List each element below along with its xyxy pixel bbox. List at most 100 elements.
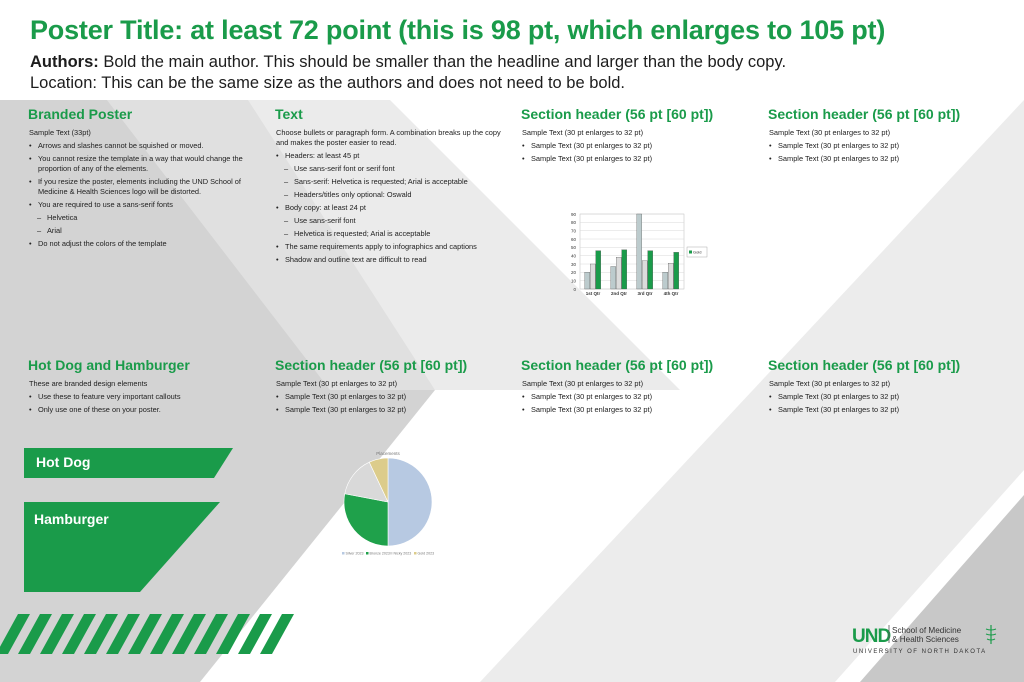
section-text: Text Choose bullets or paragraph form. A… bbox=[275, 106, 507, 268]
x-tick-label: 2nd Qtr bbox=[611, 291, 627, 296]
section-6: Section header (56 pt [60 pt]) Sample Te… bbox=[275, 357, 507, 418]
sub-bullet-item: Helvetica bbox=[28, 213, 260, 223]
sub-bullet-item: Use sans-serif font or serif font bbox=[275, 164, 507, 174]
y-tick-label: 0 bbox=[573, 287, 576, 292]
y-tick-label: 20 bbox=[571, 270, 577, 275]
pie-slice bbox=[343, 493, 389, 547]
logo-mark: UND bbox=[852, 626, 890, 647]
y-tick-label: 60 bbox=[571, 237, 577, 242]
y-tick-label: 90 bbox=[571, 212, 577, 217]
bar bbox=[647, 250, 653, 290]
bg-white-header-band bbox=[0, 0, 1024, 100]
bullet-item: Do not adjust the colors of the template bbox=[28, 239, 260, 249]
section-header: Hot Dog and Hamburger bbox=[28, 357, 190, 373]
bar bbox=[673, 252, 679, 290]
logo-line1: School of Medicine bbox=[892, 626, 962, 635]
section-intro: Sample Text (30 pt enlarges to 32 pt) bbox=[276, 379, 398, 388]
y-tick-label: 30 bbox=[571, 262, 577, 267]
bullet-list: Arrows and slashes cannot be squished or… bbox=[28, 141, 260, 249]
legend-swatch bbox=[414, 552, 417, 555]
bar bbox=[662, 272, 668, 290]
y-tick-label: 50 bbox=[571, 245, 577, 250]
authors-text: Bold the main author. This should be sma… bbox=[98, 53, 787, 71]
section-intro: Sample Text (30 pt enlarges to 32 pt) bbox=[522, 379, 644, 388]
section-8: Section header (56 pt [60 pt]) Sample Te… bbox=[768, 357, 1000, 418]
bullet-item: If you resize the poster, elements inclu… bbox=[28, 177, 260, 197]
bullet-list: Sample Text (30 pt enlarges to 32 pt) Sam… bbox=[521, 141, 753, 164]
bar bbox=[595, 250, 601, 290]
hamburger-callout-shape bbox=[24, 502, 220, 592]
bar bbox=[668, 263, 674, 290]
bar bbox=[621, 249, 627, 290]
bullet-list: Sample Text (30 pt enlarges to 32 pt) Sam… bbox=[275, 392, 507, 415]
x-tick-label: 1st Qtr bbox=[586, 291, 601, 296]
bullet-item: Sample Text (30 pt enlarges to 32 pt) bbox=[768, 405, 1000, 415]
green-slash-stripes bbox=[0, 614, 294, 654]
bar bbox=[636, 213, 642, 290]
bullet-item: You cannot resize the template in a way … bbox=[28, 154, 260, 174]
bullet-list: Use these to feature very important call… bbox=[28, 392, 260, 415]
bullet-item: Sample Text (30 pt enlarges to 32 pt) bbox=[275, 405, 507, 415]
bullet-list: Headers: at least 45 pt Use sans-serif fo… bbox=[275, 151, 507, 265]
bullet-item: Shadow and outline text are difficult to… bbox=[275, 255, 507, 265]
bar bbox=[584, 272, 590, 290]
bullet-item: Headers: at least 45 pt bbox=[275, 151, 507, 161]
sub-bullet-item: Arial bbox=[28, 226, 260, 236]
bar bbox=[642, 260, 648, 290]
pie-title: Placements bbox=[376, 451, 400, 456]
section-header: Section header (56 pt [60 pt]) bbox=[275, 357, 468, 373]
bg-gray-triangle-corner bbox=[860, 495, 1024, 682]
bullet-item: Use these to feature very important call… bbox=[28, 392, 260, 402]
legend-label: Silver 2023 bbox=[346, 552, 364, 556]
y-tick-label: 70 bbox=[571, 228, 577, 233]
section-7: Section header (56 pt [60 pt]) Sample Te… bbox=[521, 357, 753, 418]
hotdog-callout-shape bbox=[24, 448, 233, 478]
section-intro: Sample Text (30 pt enlarges to 32 pt) bbox=[769, 379, 891, 388]
section-header: Section header (56 pt [60 pt]) bbox=[768, 106, 961, 122]
section-intro: Sample Text (33pt) bbox=[29, 128, 91, 137]
x-tick-label: 3rd Qtr bbox=[637, 291, 652, 296]
bullet-item: The same requirements apply to infograph… bbox=[275, 242, 507, 252]
y-tick-label: 40 bbox=[571, 253, 577, 258]
section-intro: Sample Text (30 pt enlarges to 32 pt) bbox=[769, 128, 891, 137]
legend-box bbox=[686, 246, 708, 258]
bullet-item: Sample Text (30 pt enlarges to 32 pt) bbox=[521, 141, 753, 151]
bullet-item: Sample Text (30 pt enlarges to 32 pt) bbox=[768, 141, 1000, 151]
sub-bullet-item: Helvetica is requested; Arial is accepta… bbox=[275, 229, 507, 239]
legend-label: Bronze 2023 bbox=[370, 552, 390, 556]
pie-chart: Placements Silver 2023 Bronze 2023 Nicky 20… bbox=[342, 451, 434, 556]
authors-label: Authors: bbox=[30, 53, 99, 71]
authors-line: Authors: Bold the main author. This shou… bbox=[30, 52, 786, 73]
hotdog-callout-label: Hot Dog bbox=[36, 454, 91, 470]
x-tick-label: 4th Qtr bbox=[664, 291, 679, 296]
und-logo: UND School of Medicine & Health Sciences… bbox=[852, 622, 1002, 658]
bullet-item: Sample Text (30 pt enlarges to 32 pt) bbox=[768, 154, 1000, 164]
location-line: Location: This can be the same size as t… bbox=[30, 74, 626, 92]
bullet-list: Sample Text (30 pt enlarges to 32 pt) Sam… bbox=[521, 392, 753, 415]
section-header: Section header (56 pt [60 pt]) bbox=[521, 106, 714, 122]
section-3: Section header (56 pt [60 pt]) Sample Te… bbox=[521, 106, 753, 167]
sub-bullet-item: Use sans-serif font bbox=[275, 216, 507, 226]
hamburger-callout-label: Hamburger bbox=[34, 511, 109, 527]
section-header: Text bbox=[275, 106, 303, 122]
bullet-item: Body copy: at least 24 pt bbox=[275, 203, 507, 213]
bullet-item: You are required to use a sans-serif fon… bbox=[28, 200, 260, 210]
legend-swatch bbox=[689, 250, 692, 254]
bullet-item: Sample Text (30 pt enlarges to 32 pt) bbox=[521, 405, 753, 415]
section-hotdog-hamburger: Hot Dog and Hamburger These are branded … bbox=[28, 357, 260, 418]
bullet-item: Sample Text (30 pt enlarges to 32 pt) bbox=[768, 392, 1000, 402]
bar bbox=[610, 266, 616, 290]
section-header: Section header (56 pt [60 pt]) bbox=[521, 357, 714, 373]
legend-label: Gold bbox=[693, 250, 701, 255]
pie-slice bbox=[368, 457, 389, 503]
legend-swatch bbox=[390, 552, 393, 555]
pie-slice bbox=[387, 457, 433, 547]
section-intro: Choose bullets or paragraph form. A comb… bbox=[276, 128, 501, 147]
bullet-item: Sample Text (30 pt enlarges to 32 pt) bbox=[275, 392, 507, 402]
logo-line2: & Health Sciences bbox=[892, 635, 959, 644]
logo-line3: UNIVERSITY OF NORTH DAKOTA bbox=[853, 649, 987, 655]
section-header: Section header (56 pt [60 pt]) bbox=[768, 357, 961, 373]
bullet-item: Only use one of these on your poster. bbox=[28, 405, 260, 415]
caduceus-icon bbox=[985, 625, 997, 644]
sub-bullet-item: Headers/titles only optional: Oswald bbox=[275, 190, 507, 200]
